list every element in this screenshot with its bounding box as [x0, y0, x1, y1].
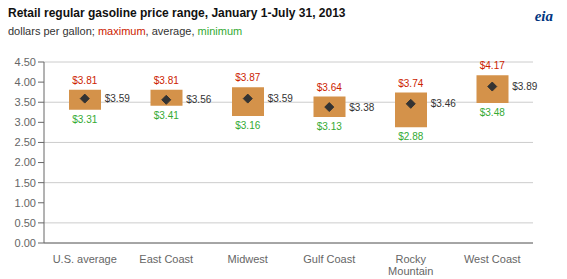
svg-text:$4.17: $4.17 — [480, 60, 505, 71]
svg-text:4.00: 4.00 — [15, 76, 36, 88]
svg-text:East Coast: East Coast — [139, 253, 193, 265]
svg-text:$3.41: $3.41 — [154, 110, 179, 121]
svg-text:$3.74: $3.74 — [398, 78, 423, 89]
svg-text:1.00: 1.00 — [15, 197, 36, 209]
svg-text:0.00: 0.00 — [15, 237, 36, 249]
svg-text:$3.46: $3.46 — [431, 98, 456, 109]
svg-text:$3.89: $3.89 — [512, 81, 537, 92]
svg-text:$2.88: $2.88 — [398, 131, 423, 142]
svg-text:Midwest: Midwest — [228, 253, 268, 265]
svg-text:Gulf Coast: Gulf Coast — [303, 253, 355, 265]
svg-text:$3.87: $3.87 — [235, 72, 260, 83]
html-text:eia: eia — [534, 8, 553, 24]
svg-text:0.50: 0.50 — [15, 217, 36, 229]
svg-text:$3.81: $3.81 — [72, 75, 97, 86]
svg-text:$3.13: $3.13 — [317, 121, 342, 132]
html-text:Retail regular gasoline price: Retail regular gasoline price range, Jan… — [8, 6, 346, 20]
svg-text:2.00: 2.00 — [15, 156, 36, 168]
svg-text:RockyMountain: RockyMountain — [388, 253, 433, 278]
svg-text:1.50: 1.50 — [15, 177, 36, 189]
svg-text:West Coast: West Coast — [464, 253, 521, 265]
svg-text:2.50: 2.50 — [15, 136, 36, 148]
svg-text:$3.81: $3.81 — [154, 75, 179, 86]
svg-text:$3.56: $3.56 — [186, 94, 211, 105]
svg-text:$3.59: $3.59 — [105, 93, 130, 104]
svg-text:U.S. average: U.S. average — [53, 253, 117, 265]
svg-text:$3.31: $3.31 — [72, 114, 97, 125]
svg-text:3.50: 3.50 — [15, 96, 36, 108]
svg-text:$3.59: $3.59 — [268, 93, 293, 104]
html-text:dollars per gallon; maximum, a: dollars per gallon; maximum, average, mi… — [8, 25, 243, 37]
svg-text:$3.38: $3.38 — [349, 102, 374, 113]
svg-text:$3.48: $3.48 — [480, 107, 505, 118]
svg-text:$3.16: $3.16 — [235, 120, 260, 131]
svg-text:4.50: 4.50 — [15, 56, 36, 68]
svg-text:$3.64: $3.64 — [317, 82, 342, 93]
svg-text:3.00: 3.00 — [15, 116, 36, 128]
